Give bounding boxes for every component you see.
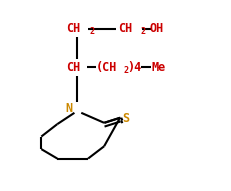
Text: CH: CH bbox=[67, 22, 81, 35]
Text: CH: CH bbox=[67, 61, 81, 74]
Text: N: N bbox=[65, 102, 72, 115]
Text: S: S bbox=[122, 112, 129, 125]
Text: CH: CH bbox=[118, 22, 132, 35]
Text: 2: 2 bbox=[89, 27, 94, 36]
Text: 2: 2 bbox=[124, 66, 128, 75]
Text: (CH: (CH bbox=[96, 61, 118, 74]
Text: 2: 2 bbox=[141, 27, 146, 36]
Text: )4: )4 bbox=[127, 61, 141, 74]
Text: Me: Me bbox=[152, 61, 166, 74]
Text: OH: OH bbox=[150, 22, 164, 35]
